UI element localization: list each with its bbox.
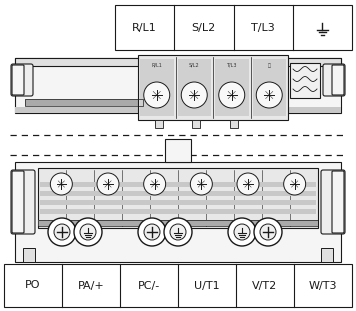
Bar [15, 58, 341, 66]
Circle shape [190, 173, 212, 195]
Text: R/L1: R/L1 [151, 63, 162, 67]
Bar [192, 120, 200, 128]
Circle shape [54, 224, 70, 240]
Bar [215, 59, 248, 116]
Circle shape [144, 173, 166, 195]
Bar [40, 209, 316, 214]
Bar [138, 55, 288, 120]
Bar [115, 5, 352, 50]
Circle shape [97, 173, 119, 195]
FancyBboxPatch shape [11, 170, 35, 234]
Bar [15, 107, 341, 113]
Circle shape [48, 218, 76, 246]
Circle shape [144, 224, 160, 240]
Text: V/T2: V/T2 [252, 281, 278, 290]
Circle shape [260, 224, 276, 240]
Circle shape [74, 218, 102, 246]
Text: W/T3: W/T3 [309, 281, 337, 290]
Bar [38, 220, 318, 226]
Text: S/L2: S/L2 [192, 22, 216, 33]
Circle shape [181, 82, 207, 108]
Text: PA/+: PA/+ [78, 281, 104, 290]
Text: PC/-: PC/- [138, 281, 160, 290]
Bar [140, 59, 173, 116]
Bar [38, 220, 318, 226]
Bar [321, 248, 333, 262]
Bar [40, 191, 316, 196]
Bar [23, 248, 35, 262]
Circle shape [234, 224, 250, 240]
Bar [4, 264, 352, 307]
FancyBboxPatch shape [12, 171, 24, 233]
Bar [15, 162, 341, 262]
FancyBboxPatch shape [332, 65, 344, 95]
Circle shape [164, 218, 192, 246]
Bar [15, 58, 341, 113]
Circle shape [80, 224, 96, 240]
Bar [155, 120, 163, 128]
Circle shape [144, 82, 170, 108]
FancyBboxPatch shape [12, 65, 24, 95]
FancyBboxPatch shape [323, 64, 345, 96]
Circle shape [50, 173, 72, 195]
Circle shape [256, 82, 282, 108]
Circle shape [219, 82, 245, 108]
Text: T/L3: T/L3 [251, 22, 275, 33]
FancyBboxPatch shape [321, 170, 345, 234]
FancyBboxPatch shape [11, 64, 33, 96]
Bar [38, 168, 318, 228]
Bar [165, 139, 191, 162]
Circle shape [254, 218, 282, 246]
Text: R/L1: R/L1 [132, 22, 157, 33]
Bar [230, 120, 238, 128]
Bar [40, 182, 316, 187]
Bar [25, 99, 143, 106]
Circle shape [138, 218, 166, 246]
Bar [40, 200, 316, 205]
Text: U/T1: U/T1 [194, 281, 220, 290]
Circle shape [237, 173, 259, 195]
Circle shape [284, 173, 306, 195]
Text: ⏚: ⏚ [268, 63, 271, 67]
Bar [290, 63, 320, 98]
Bar [25, 99, 143, 106]
Text: PO: PO [25, 281, 41, 290]
Circle shape [228, 218, 256, 246]
Text: T/L3: T/L3 [226, 63, 237, 67]
Circle shape [170, 224, 186, 240]
FancyBboxPatch shape [332, 171, 344, 233]
Bar [178, 59, 211, 116]
Bar [252, 59, 286, 116]
Text: S/L2: S/L2 [189, 63, 200, 67]
